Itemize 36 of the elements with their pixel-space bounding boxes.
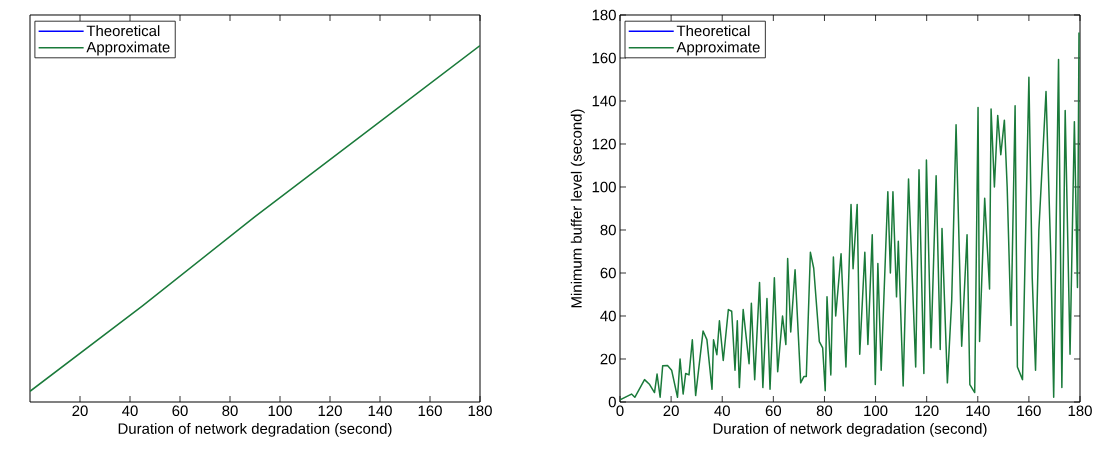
y-tick-label: 100: [592, 181, 616, 193]
x-tick-label: 20: [72, 405, 88, 417]
legend-label: Theoretical: [676, 25, 750, 37]
x-tick-label: 180: [468, 405, 492, 417]
x-tick-label: 40: [122, 405, 138, 417]
y-tick-label: 80: [600, 224, 616, 236]
y-tick-label: 140: [592, 95, 616, 107]
x-tick-label: 60: [765, 405, 782, 417]
y-tick-label: 60: [600, 267, 616, 279]
legend-label: Approximate: [676, 41, 760, 56]
x-axis-title: Duration of network degradation (second): [118, 422, 392, 437]
y-axis-title: Minimum buffer level (second): [570, 109, 585, 308]
x-tick-label: 80: [816, 405, 833, 417]
x-tick-label: 140: [966, 405, 990, 417]
y-tick-label: 160: [592, 52, 616, 64]
y-tick-label: 40: [600, 310, 616, 322]
x-tick-label: 20: [663, 405, 679, 417]
x-tick-label: 120: [318, 405, 342, 417]
x-tick-label: 160: [418, 405, 442, 417]
y-tick-label: 120: [592, 138, 616, 150]
y-tick-label: 20: [600, 353, 616, 365]
legend-label: Approximate: [86, 41, 170, 56]
x-tick-label: 0: [616, 405, 624, 417]
legend-label: Theoretical: [86, 25, 160, 37]
y-tick-label: 180: [592, 9, 616, 21]
x-tick-label: 160: [1017, 405, 1041, 417]
x-tick-label: 100: [268, 405, 292, 417]
x-tick-label: 180: [1068, 405, 1092, 417]
x-tick-label: 40: [714, 405, 730, 417]
y-tick-label: 0: [608, 396, 616, 408]
x-tick-label: 80: [222, 405, 238, 417]
x-tick-label: 140: [368, 405, 392, 417]
x-axis-title: Duration of network degradation (second): [713, 422, 987, 437]
x-tick-label: 120: [915, 405, 939, 417]
x-tick-label: 60: [172, 405, 188, 417]
x-tick-label: 100: [864, 405, 888, 417]
